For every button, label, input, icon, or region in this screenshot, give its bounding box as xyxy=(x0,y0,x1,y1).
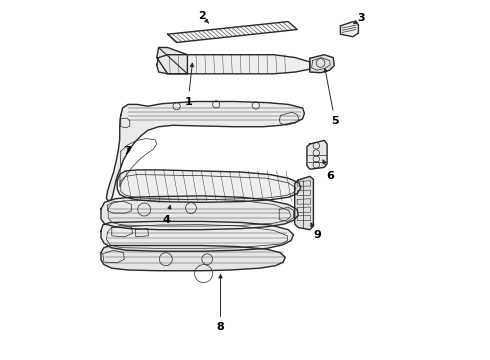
Text: 8: 8 xyxy=(217,275,224,332)
Polygon shape xyxy=(294,176,314,230)
Polygon shape xyxy=(310,55,334,73)
Polygon shape xyxy=(106,102,304,201)
Text: 9: 9 xyxy=(311,223,321,240)
Polygon shape xyxy=(101,196,298,230)
Text: 1: 1 xyxy=(184,63,194,107)
Polygon shape xyxy=(101,246,285,271)
Polygon shape xyxy=(307,140,327,169)
Text: 3: 3 xyxy=(354,13,365,24)
Polygon shape xyxy=(157,55,310,74)
Polygon shape xyxy=(117,170,301,202)
Polygon shape xyxy=(157,48,187,74)
Polygon shape xyxy=(168,22,297,42)
Polygon shape xyxy=(341,22,358,37)
Polygon shape xyxy=(101,221,294,251)
Text: 2: 2 xyxy=(198,11,209,23)
Text: 5: 5 xyxy=(324,69,339,126)
Text: 7: 7 xyxy=(123,146,131,156)
Text: 4: 4 xyxy=(163,205,171,225)
Text: 6: 6 xyxy=(323,160,335,181)
